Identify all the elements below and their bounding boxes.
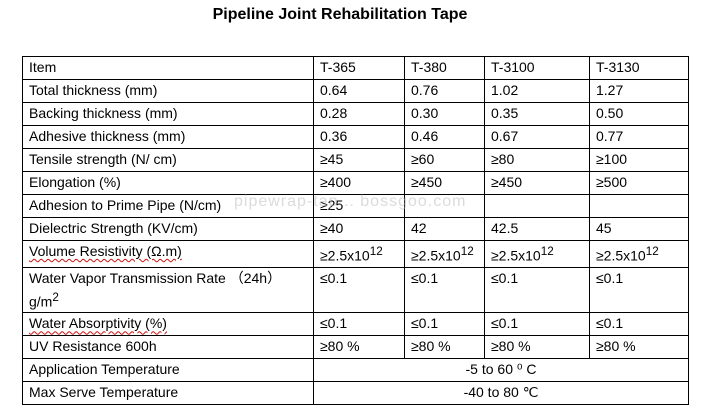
table-row: Adhesion to Prime Pipe (N/cm) ≥25	[22, 194, 689, 218]
table-row: Total thickness (mm) 0.64 0.76 1.02 1.27	[22, 79, 689, 103]
table-cell: ≥2.5x1012	[404, 240, 485, 268]
row-label: Volume Resistivity (Ω.m)	[22, 240, 314, 268]
table-cell: ≥80	[484, 148, 590, 172]
table-cell: 42.5	[484, 217, 590, 241]
table-cell: 1.02	[484, 79, 590, 103]
spec-table: Item T-365 T-380 T-3100 T-3130 Total thi…	[22, 56, 689, 406]
table-cell: 0.67	[484, 125, 590, 149]
table-row: Water Absorptivity (%) ≤0.1 ≤0.1 ≤0.1 ≤0…	[22, 312, 689, 337]
column-header: T-3130	[589, 56, 689, 80]
table-row: Dielectric Strength (KV/cm) ≥40 42 42.5 …	[22, 217, 689, 241]
table-cell: ≥100	[589, 148, 689, 172]
table-cell: ≤0.1	[313, 266, 405, 314]
table-cell: 0.77	[589, 125, 689, 149]
table-cell: 0.46	[404, 125, 485, 149]
table-row: Max Serve Temperature -40 to 80 ℃	[22, 381, 689, 406]
table-row: Backing thickness (mm) 0.28 0.30 0.35 0.…	[22, 102, 689, 126]
page-title: Pipeline Joint Rehabilitation Tape	[212, 6, 468, 23]
table-row: Water Vapor Transmission Rate （24h）g/m2 …	[22, 266, 689, 314]
table-cell	[589, 194, 689, 218]
row-label: UV Resistance 600h	[22, 335, 314, 360]
table-row: Adhesive thickness (mm) 0.36 0.46 0.67 0…	[22, 125, 689, 149]
cell-value: ≥2.5x10	[320, 247, 370, 264]
table-cell	[484, 194, 590, 218]
table-cell: ≥450	[484, 171, 590, 195]
table-row: Volume Resistivity (Ω.m) ≥2.5x1012 ≥2.5x…	[22, 240, 689, 268]
table-cell: ≤0.1	[484, 266, 590, 314]
exponent: 12	[645, 245, 659, 258]
table-cell: 0.28	[313, 102, 405, 126]
row-label: Total thickness (mm)	[22, 79, 314, 103]
merged-cell: -5 to 60 ⁰ C	[313, 358, 689, 383]
table-cell: 0.35	[484, 102, 590, 126]
table-row: Elongation (%) ≥400 ≥450 ≥450 ≥500	[22, 171, 689, 195]
exponent: 12	[460, 245, 474, 258]
table-cell: ≥40	[313, 217, 405, 241]
row-label: Adhesion to Prime Pipe (N/cm)	[22, 194, 314, 218]
table-cell: ≥80 %	[313, 335, 405, 360]
table-cell: 0.36	[313, 125, 405, 149]
table-cell: 1.27	[589, 79, 689, 103]
table-cell: ≥25	[313, 194, 405, 218]
table-cell: 45	[589, 217, 689, 241]
table-cell: ≥60	[404, 148, 485, 172]
merged-cell: -40 to 80 ℃	[313, 381, 689, 406]
table-cell: ≤0.1	[404, 312, 485, 337]
row-label: Application Temperature	[22, 358, 314, 383]
table-cell: ≥450	[404, 171, 485, 195]
column-header: Item	[22, 56, 314, 80]
table-row: Tensile strength (N/ cm) ≥45 ≥60 ≥80 ≥10…	[22, 148, 689, 172]
table-cell: ≥500	[589, 171, 689, 195]
row-label: Backing thickness (mm)	[22, 102, 314, 126]
table-cell: 0.50	[589, 102, 689, 126]
table-cell: ≤0.1	[589, 312, 689, 337]
cell-value: ≥2.5x10	[596, 247, 646, 264]
table-cell: ≥80 %	[484, 335, 590, 360]
row-label: Water Absorptivity (%)	[22, 312, 314, 337]
table-header-row: Item T-365 T-380 T-3100 T-3130	[22, 56, 689, 80]
table-cell: ≤0.1	[313, 312, 405, 337]
row-label: Water Vapor Transmission Rate （24h）g/m2	[22, 266, 314, 314]
table-cell: 42	[404, 217, 485, 241]
column-header: T-3100	[484, 56, 590, 80]
row-label: Dielectric Strength (KV/cm)	[22, 217, 314, 241]
row-label: Max Serve Temperature	[22, 381, 314, 406]
table-cell: ≥45	[313, 148, 405, 172]
row-label-text: Water Absorptivity (%)	[29, 315, 167, 332]
table-cell: ≥2.5x1012	[313, 240, 405, 268]
table-cell: 0.64	[313, 79, 405, 103]
table-cell: ≤0.1	[484, 312, 590, 337]
row-label: Adhesive thickness (mm)	[22, 125, 314, 149]
table-cell: ≥80 %	[404, 335, 485, 360]
row-label-text: Water Vapor Transmission Rate （24h）g/m	[29, 269, 282, 310]
table-cell: ≥80 %	[589, 335, 689, 360]
cell-value: ≥2.5x10	[411, 247, 461, 264]
table-cell	[404, 194, 485, 218]
exponent: 12	[369, 245, 383, 258]
table-cell: 0.76	[404, 79, 485, 103]
row-label: Elongation (%)	[22, 171, 314, 195]
cell-value: ≥2.5x10	[491, 247, 541, 264]
table-cell: ≤0.1	[589, 266, 689, 314]
row-label-text: Volume Resistivity (Ω.m)	[29, 243, 182, 259]
table-row: UV Resistance 600h ≥80 % ≥80 % ≥80 % ≥80…	[22, 335, 689, 360]
table-row: Application Temperature -5 to 60 ⁰ C	[22, 358, 689, 383]
unit-exponent: 2	[52, 290, 59, 304]
table-cell: ≥2.5x1012	[589, 240, 689, 268]
table-cell: ≥2.5x1012	[484, 240, 590, 268]
column-header: T-365	[313, 56, 405, 80]
table-cell: ≥400	[313, 171, 405, 195]
table-cell: 0.30	[404, 102, 485, 126]
column-header: T-380	[404, 56, 485, 80]
exponent: 12	[540, 245, 554, 258]
row-label: Tensile strength (N/ cm)	[22, 148, 314, 172]
table-cell: ≤0.1	[404, 266, 485, 314]
